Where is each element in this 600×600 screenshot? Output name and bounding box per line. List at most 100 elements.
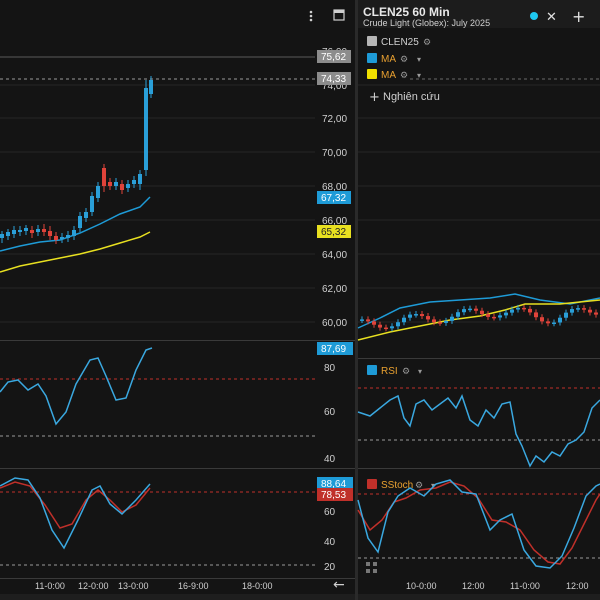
- time-axis-label: 10-0:00: [406, 581, 437, 591]
- candle-body: [24, 228, 28, 231]
- candle-body: [588, 309, 592, 313]
- candle-body: [114, 182, 118, 186]
- price-axis-label: 74,00: [322, 81, 347, 92]
- candle-body: [42, 229, 46, 232]
- candle-body: [450, 316, 454, 321]
- candle-body: [546, 321, 550, 324]
- drag-handle-icon[interactable]: [366, 562, 377, 573]
- time-axis-label: 13-0:00: [118, 581, 149, 591]
- left-price-chart[interactable]: [0, 56, 315, 323]
- candle-body: [510, 309, 514, 313]
- rsi-axis-label: 60: [324, 407, 336, 418]
- price-tag-last: 75,62: [317, 50, 351, 63]
- rsi-legend[interactable]: RSI ⚙ ▾: [367, 365, 422, 377]
- candle-body: [552, 322, 556, 325]
- svg-text:CLEN25: CLEN25: [381, 37, 419, 48]
- candle-body: [576, 308, 580, 310]
- right-stoch-pane[interactable]: SStoch ⚙ ▾: [357, 479, 600, 569]
- stoch-legend[interactable]: SStoch ⚙ ▾: [367, 479, 435, 491]
- candle-body: [384, 327, 388, 330]
- candle-body: [18, 230, 22, 232]
- legend-ma-yellow[interactable]: MA ⚙ ▾: [367, 69, 421, 81]
- svg-text:88,64: 88,64: [321, 479, 346, 490]
- candle-body: [72, 230, 76, 236]
- candle-body: [594, 312, 598, 315]
- stoch-axis-label: 20: [324, 562, 336, 573]
- svg-text:Nghiên cứu: Nghiên cứu: [383, 91, 440, 103]
- candle-body: [438, 322, 442, 324]
- candle-body: [372, 321, 376, 325]
- candle-body: [12, 230, 16, 234]
- right-price-chart[interactable]: [357, 293, 600, 341]
- svg-text:65,32: 65,32: [321, 227, 346, 238]
- svg-text:87,69: 87,69: [321, 344, 346, 355]
- stoch-blue-line: [357, 479, 600, 569]
- gear-icon: ⚙: [400, 55, 408, 65]
- legend-ma-blue[interactable]: MA ⚙ ▾: [367, 53, 421, 65]
- svg-text:78,53: 78,53: [321, 490, 346, 501]
- candle-body: [108, 182, 112, 186]
- candle-body: [420, 314, 424, 317]
- right-rsi-pane[interactable]: RSI ⚙ ▾: [357, 365, 600, 468]
- close-icon[interactable]: ✕: [546, 10, 557, 25]
- candle-body: [540, 317, 544, 322]
- candle-body: [126, 184, 130, 188]
- candle-body: [564, 312, 568, 318]
- legend-clen25[interactable]: CLEN25 ⚙: [367, 36, 431, 48]
- candle-body: [498, 315, 502, 318]
- more-vert-icon[interactable]: [309, 10, 313, 22]
- stoch-tag-blue: 88,64: [317, 477, 353, 490]
- window-icon[interactable]: [333, 9, 345, 21]
- rsi-line: [0, 347, 153, 426]
- gear-icon: ⚙: [400, 71, 408, 81]
- candle-body: [6, 232, 10, 236]
- svg-text:SStoch: SStoch: [381, 480, 413, 491]
- rsi-axis-label: 40: [324, 454, 336, 465]
- plus-icon: +: [369, 90, 380, 105]
- ma-blue-line: [0, 196, 151, 252]
- chevron-down-icon: ▾: [417, 55, 421, 64]
- candle-body: [486, 314, 490, 317]
- chevron-down-icon: ▾: [417, 71, 421, 80]
- price-tag-dashed: 74,33: [317, 72, 351, 85]
- candle-body: [90, 196, 94, 212]
- time-axis-label: 18-0:00: [242, 581, 273, 591]
- svg-text:75,62: 75,62: [321, 52, 346, 63]
- candle-body: [78, 216, 82, 228]
- candle-body: [96, 186, 100, 198]
- gear-icon: ⚙: [415, 481, 423, 491]
- price-tag-ma-blue: 67,32: [317, 191, 351, 204]
- candle-body: [522, 307, 526, 310]
- candle-body: [474, 308, 478, 311]
- price-axis-label: 68,00: [322, 182, 347, 193]
- candle-body: [0, 234, 4, 238]
- candle-body: [462, 309, 466, 313]
- candle-body: [516, 307, 520, 310]
- left-stoch-pane[interactable]: [0, 477, 315, 566]
- chart-title: CLEN25 60 Min: [363, 5, 450, 19]
- candle-body: [132, 180, 136, 184]
- candle-body: [414, 314, 418, 316]
- left-rsi-pane[interactable]: [0, 347, 315, 437]
- candle-body: [426, 316, 430, 320]
- candle-body: [492, 316, 496, 319]
- rsi-axis-label: 80: [324, 363, 336, 374]
- price-axis-label: 66,00: [322, 216, 347, 227]
- svg-text:67,32: 67,32: [321, 193, 346, 204]
- candle-body: [48, 231, 52, 236]
- time-axis-label: 16-9:00: [178, 581, 209, 591]
- candle-body: [432, 319, 436, 323]
- stoch-axis-label: 60: [324, 507, 336, 518]
- candle-body: [378, 324, 382, 328]
- candle-body: [144, 88, 148, 170]
- stoch-blue-line: [0, 477, 151, 550]
- price-axis-label: 72,00: [322, 114, 347, 125]
- ma-yellow-line: [0, 231, 151, 273]
- candle-body: [558, 317, 562, 323]
- add-study-button[interactable]: + Nghiên cứu: [369, 90, 440, 105]
- svg-text:MA: MA: [381, 54, 396, 65]
- arrow-left-icon[interactable]: ←: [333, 577, 345, 593]
- plus-icon[interactable]: +: [572, 7, 585, 26]
- stoch-axis-label: 40: [324, 537, 336, 548]
- ma-blue-line: [357, 293, 600, 329]
